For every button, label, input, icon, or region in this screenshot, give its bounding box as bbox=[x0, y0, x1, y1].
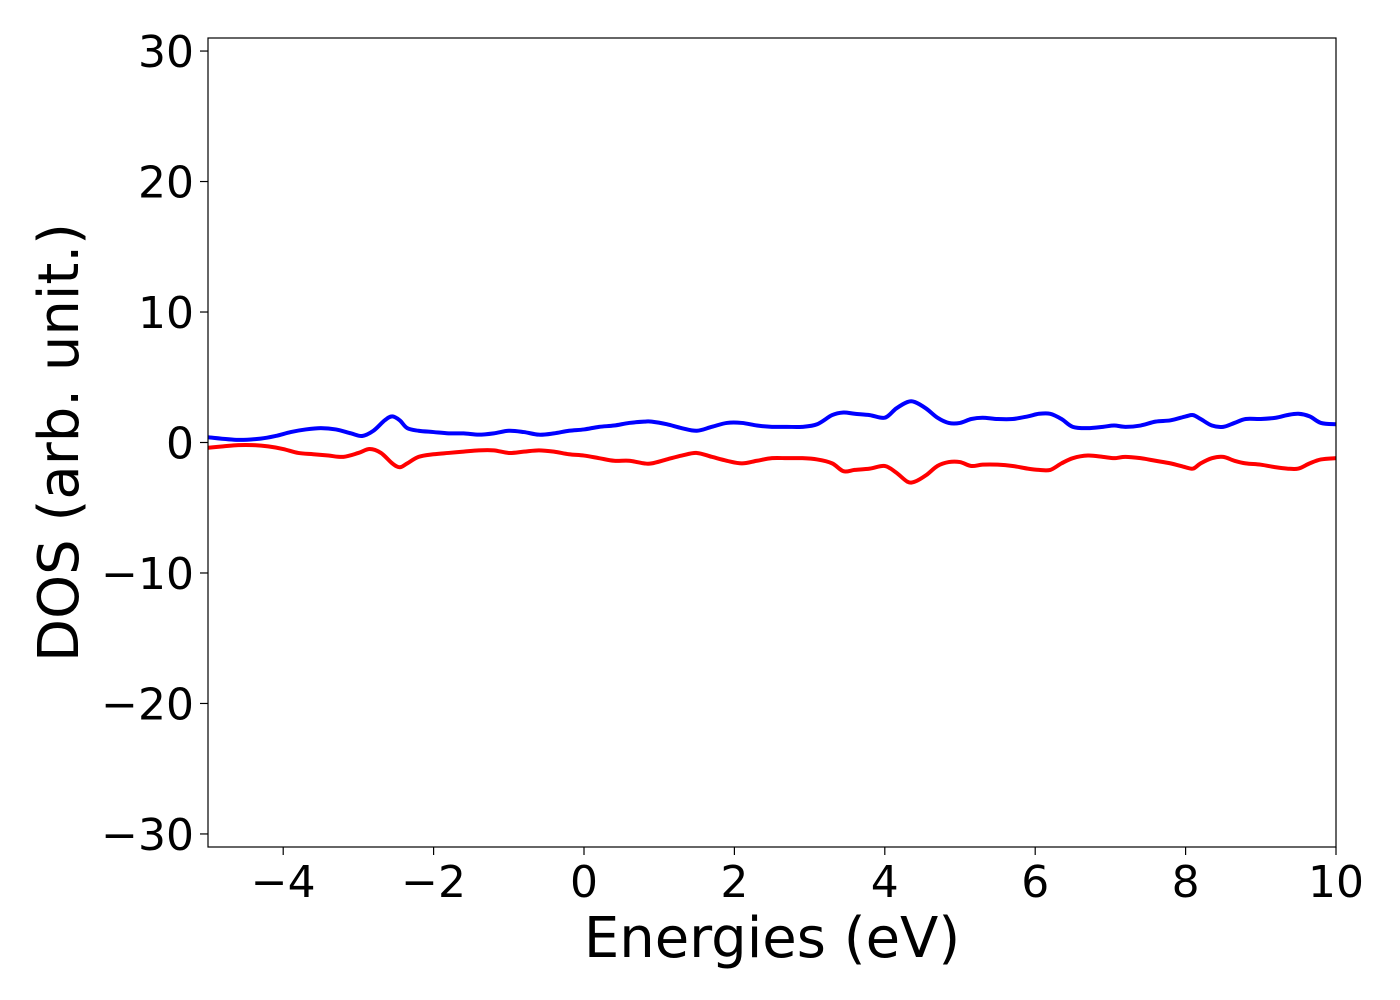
y-tick-label: 20 bbox=[138, 158, 194, 209]
x-tick-label: −2 bbox=[401, 857, 466, 908]
x-tick-label: 8 bbox=[1172, 857, 1200, 908]
series-line-1 bbox=[208, 399, 1336, 442]
y-tick-label: −10 bbox=[101, 549, 194, 600]
series-line-2 bbox=[208, 442, 1336, 485]
series-layer bbox=[208, 399, 1336, 485]
y-axis-label: DOS (arb. unit.) bbox=[27, 223, 92, 662]
x-tick-label: 6 bbox=[1021, 857, 1049, 908]
x-tick-label: 10 bbox=[1308, 857, 1364, 908]
y-tick-label: 0 bbox=[166, 419, 194, 470]
y-tick-label: −30 bbox=[101, 810, 194, 861]
y-tick-label: 10 bbox=[138, 288, 194, 339]
x-axis-label: Energies (eV) bbox=[584, 906, 960, 971]
y-tick-label: 30 bbox=[138, 27, 194, 78]
x-axis-ticks: −4 −2 0 2 4 6 8 10 bbox=[251, 847, 1364, 908]
y-axis-ticks: 30 20 10 0 −10 −20 −30 bbox=[101, 27, 208, 861]
x-tick-label: −4 bbox=[251, 857, 316, 908]
x-tick-label: 0 bbox=[570, 857, 598, 908]
x-tick-label: 4 bbox=[871, 857, 899, 908]
x-tick-label: 2 bbox=[720, 857, 748, 908]
y-tick-label: −20 bbox=[101, 679, 194, 730]
